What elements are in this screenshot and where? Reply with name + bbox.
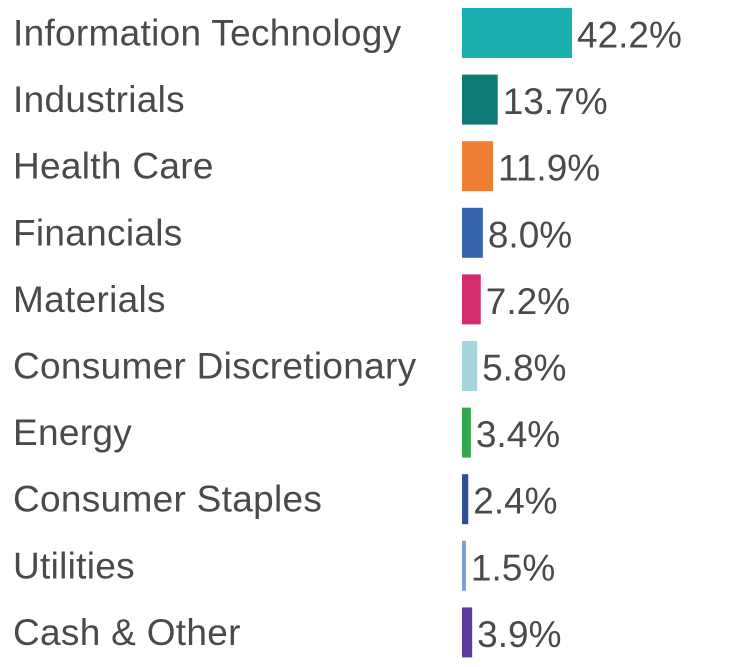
category-label-consumer-discretionary: Consumer Discretionary xyxy=(13,346,417,387)
value-label-energy: 3.4% xyxy=(476,414,560,455)
bar-consumer-discretionary xyxy=(462,341,478,391)
value-label-utilities: 1.5% xyxy=(471,547,555,588)
bar-materials xyxy=(462,274,481,325)
value-label-financials: 8.0% xyxy=(488,214,572,255)
bar-financials xyxy=(462,207,483,258)
category-label-industrials: Industrials xyxy=(13,79,185,120)
value-label-health-care: 11.9% xyxy=(498,148,600,189)
bars xyxy=(462,8,572,658)
value-label-cash-and-other: 3.9% xyxy=(477,614,561,655)
bar-consumer-staples xyxy=(462,474,469,525)
category-label-information-technology: Information Technology xyxy=(13,13,402,54)
bar-industrials xyxy=(462,74,498,125)
bar-information-technology xyxy=(462,8,572,58)
bar-energy xyxy=(462,407,471,458)
category-label-energy: Energy xyxy=(13,412,132,453)
value-label-materials: 7.2% xyxy=(486,281,570,322)
category-label-materials: Materials xyxy=(13,279,166,320)
value-label-information-technology: 42.2% xyxy=(577,15,682,56)
value-label-consumer-staples: 2.4% xyxy=(473,481,557,522)
category-labels: Information Technology Industrials Health … xyxy=(13,13,417,653)
category-label-health-care: Health Care xyxy=(13,146,214,187)
category-label-financials: Financials xyxy=(13,212,183,253)
bar-cash-and-other xyxy=(462,607,473,658)
value-label-industrials: 13.7% xyxy=(503,81,608,122)
bar-health-care xyxy=(462,141,494,192)
bar-utilities xyxy=(462,540,466,591)
value-labels: 42.2% 13.7% 11.9% 8.0% 7.2% 5.8% 3.4% 2.4% 1.5% 3… xyxy=(471,15,682,655)
category-label-utilities: Utilities xyxy=(13,545,135,586)
value-label-consumer-discretionary: 5.8% xyxy=(482,348,566,389)
category-label-consumer-staples: Consumer Staples xyxy=(13,479,322,520)
category-label-cash-and-other: Cash & Other xyxy=(13,612,241,653)
